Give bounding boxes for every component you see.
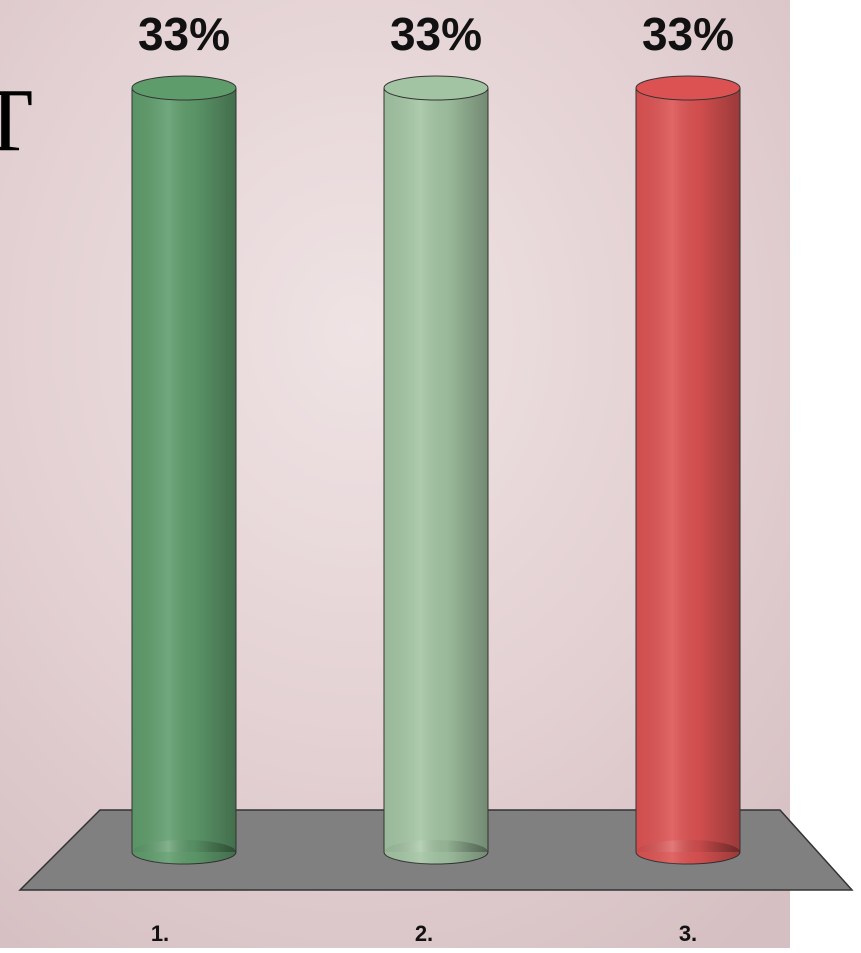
bar-top (635, 75, 741, 101)
bar-top (383, 75, 489, 101)
x-tick-label: 1. (151, 921, 169, 946)
chart-title: T (0, 72, 33, 171)
x-tick-label: 3. (679, 921, 697, 946)
bar-shade (636, 88, 740, 852)
value-label: 33% (390, 8, 482, 60)
bar-bottom-shade (384, 840, 488, 864)
bar-top (131, 75, 237, 101)
bar-bottom-shade (636, 840, 740, 864)
bar-shade (384, 88, 488, 852)
value-label: 33% (138, 8, 230, 60)
value-label: 33% (642, 8, 734, 60)
bar-shade (132, 88, 236, 852)
x-tick-label: 2. (415, 921, 433, 946)
bar-bottom-shade (132, 840, 236, 864)
